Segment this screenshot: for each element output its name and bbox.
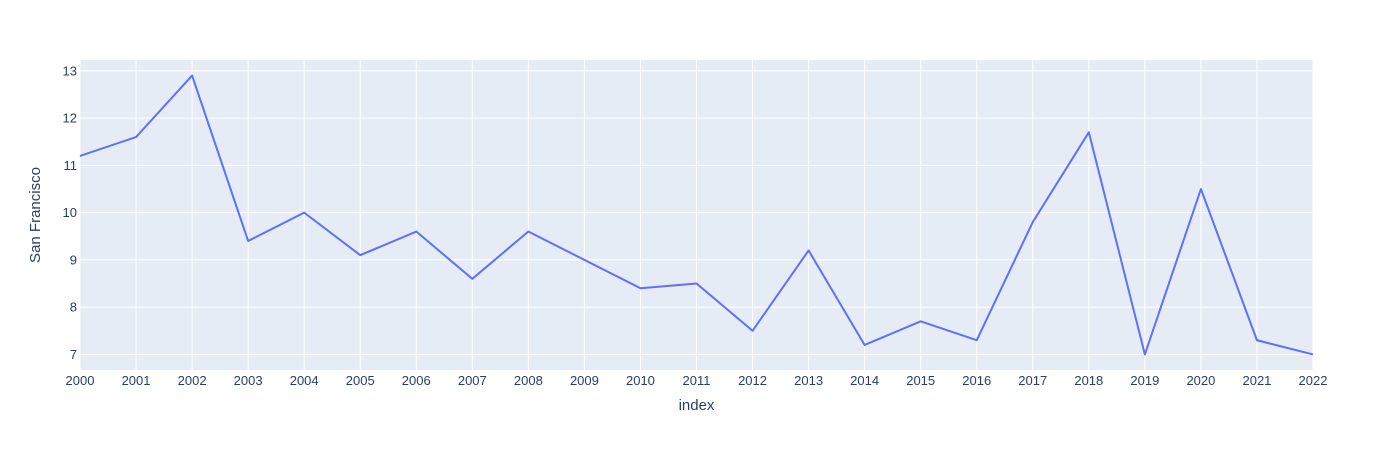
y-tick-label: 13 — [63, 63, 77, 78]
x-tick-label: 2021 — [1242, 373, 1271, 388]
x-tick-label: 2022 — [1299, 373, 1328, 388]
y-tick-labels: 7 8 9 10 11 12 13 — [63, 63, 77, 362]
y-tick-label: 9 — [70, 252, 77, 267]
x-tick-label: 2003 — [234, 373, 263, 388]
x-tick-label: 2011 — [683, 373, 711, 388]
y-tick-label: 12 — [63, 111, 77, 126]
x-tick-label: 2000 — [66, 373, 95, 388]
x-tick-label: 2014 — [850, 373, 879, 388]
y-tick-label: 11 — [64, 158, 78, 173]
x-tick-label: 2008 — [514, 373, 543, 388]
x-tick-label: 2013 — [794, 373, 823, 388]
x-tick-labels: 2000 2001 2002 2003 2004 2005 2006 2007 2008 2009… — [66, 373, 1328, 388]
y-tick-label: 10 — [63, 205, 77, 220]
x-tick-label: 2016 — [962, 373, 991, 388]
x-tick-label: 2010 — [626, 373, 655, 388]
y-axis-title: San Francisco — [27, 167, 44, 263]
x-tick-label: 2006 — [402, 373, 431, 388]
x-tick-label: 2005 — [346, 373, 375, 388]
x-tick-label: 2017 — [1018, 373, 1047, 388]
grid-lines — [79, 60, 1314, 370]
x-tick-label: 2001 — [122, 373, 151, 388]
x-tick-label: 2004 — [290, 373, 319, 388]
x-tick-label: 2012 — [738, 373, 767, 388]
y-tick-label: 8 — [70, 300, 77, 315]
x-tick-label: 2007 — [458, 373, 487, 388]
series-layer — [79, 74, 1314, 356]
x-tick-label: 2020 — [1186, 373, 1215, 388]
x-axis-title: index — [679, 397, 715, 414]
x-tick-label: 2018 — [1074, 373, 1103, 388]
series-line — [79, 74, 1314, 356]
x-tick-label: 2015 — [906, 373, 935, 388]
y-tick-label: 7 — [70, 347, 77, 362]
x-tick-label: 2019 — [1130, 373, 1159, 388]
x-tick-label: 2002 — [178, 373, 207, 388]
x-tick-label: 2009 — [570, 373, 599, 388]
